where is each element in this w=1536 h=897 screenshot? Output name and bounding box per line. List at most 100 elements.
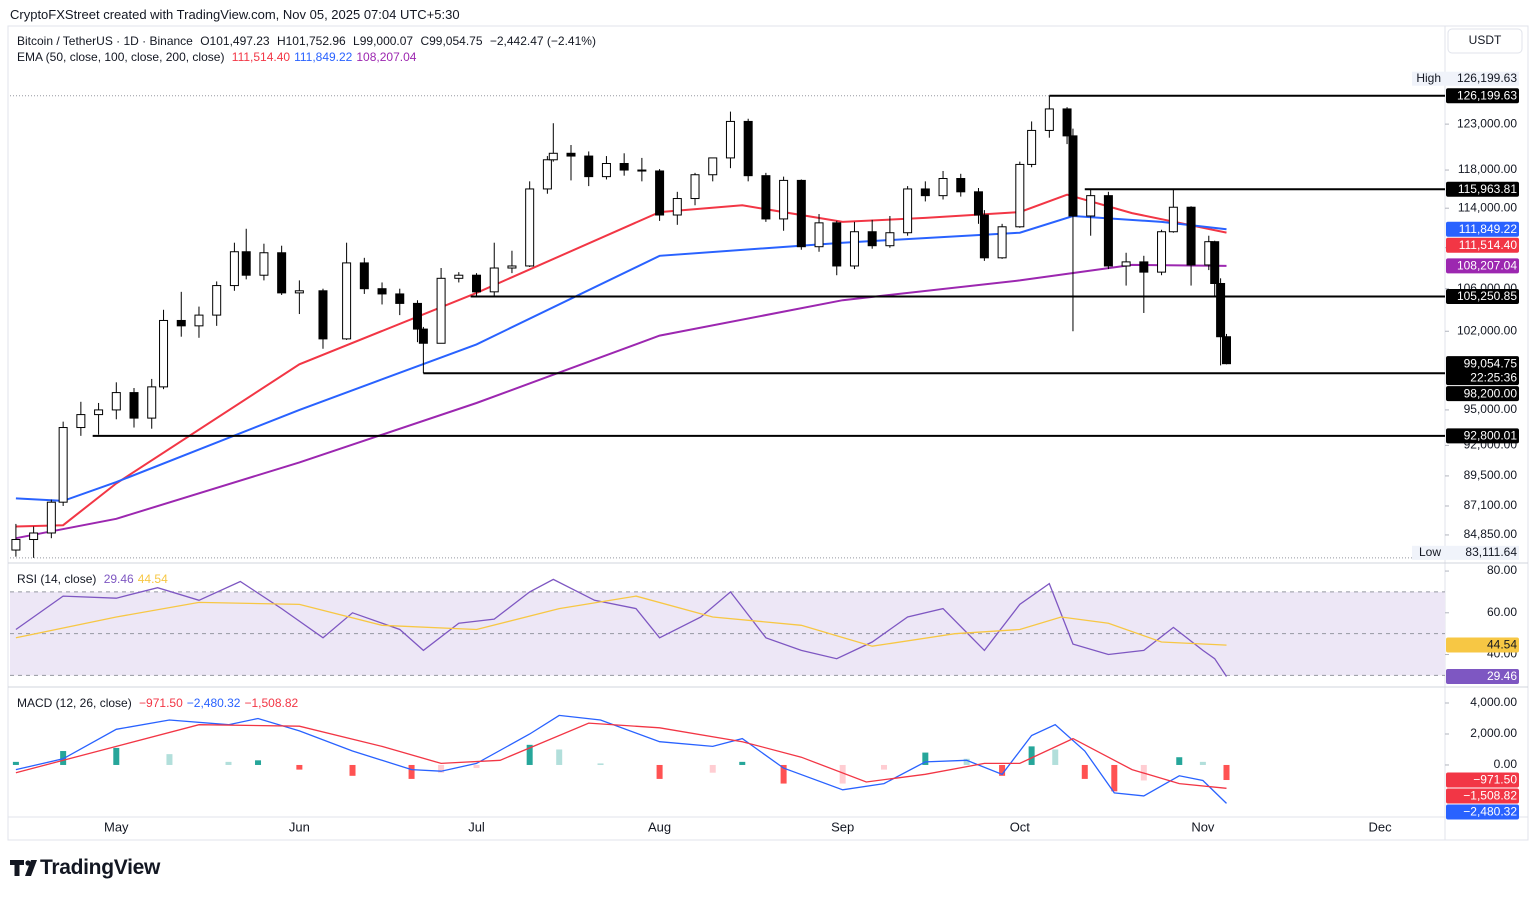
y-tick-label: 84,850.00 [1464,527,1518,541]
candle-body [11,539,21,551]
histogram-bar [839,764,846,784]
macd-value: −971.50 [139,696,183,710]
y-tick-label: 0.00 [1494,757,1518,771]
histogram-bar [880,764,887,770]
y-tick-label: 102,000.00 [1457,323,1517,337]
candle-body [1103,195,1113,267]
histogram-bar [113,747,120,765]
candle-body [1062,108,1072,137]
candle-body [542,159,552,190]
extreme-label: High [1416,71,1441,85]
candle-body [973,191,983,216]
histogram-bar [999,764,1006,776]
price-label-box [1446,788,1519,804]
histogram-bar [60,751,67,765]
y-tick-label: 89,500.00 [1464,468,1518,482]
y-tick-label: 118,000.00 [1458,162,1517,176]
histogram-bar [739,761,746,765]
price-label: 105,250.85 [1457,289,1517,303]
price-label-box [1446,88,1519,104]
candle-body [46,501,56,534]
ohlc-label: O [200,34,210,48]
candle-body [903,188,913,234]
rsi-legend: RSI (14, close) 29.46 44.54 [17,572,172,586]
histogram-bar [922,752,929,765]
histogram-bar [438,764,445,773]
candle-body [655,170,665,216]
ohlc-label: C [420,34,430,48]
histogram-bar [12,761,19,765]
candle-body [979,214,989,259]
candle-body [159,319,169,388]
ema-legend: EMA (50, close, 100, close, 200, close) … [17,50,420,64]
x-tick-label: Dec [1368,819,1392,834]
price-label-box [1446,181,1519,197]
histogram-bar [166,754,173,765]
candle-body [548,152,558,161]
candle-body [956,178,966,193]
candle-body [489,267,499,293]
candle-body [436,277,446,344]
price-label: 92,800.01 [1464,429,1518,443]
currency-box[interactable] [1447,28,1523,54]
change: −2,442.47 (−2.41%) [489,34,596,48]
histogram-bar [1028,746,1035,765]
price-label-box [1446,237,1519,253]
y-tick-label: 4,000.00 [1470,695,1517,709]
ema-value: 111,849.22 [294,50,353,64]
candle-body [229,251,239,287]
rsi-value: 29.46 [103,572,134,586]
extreme-box [1412,71,1519,86]
price-label-box [1446,637,1519,653]
macd-value: −2,480.32 [186,696,241,710]
candle-body [359,262,369,290]
candle-body [94,409,104,416]
candle-body [277,252,287,294]
logo-icon [10,860,37,876]
price-label: 98,200.00 [1464,386,1518,400]
candle-body [920,188,930,197]
candle-body [779,179,789,220]
indicator-name: RSI (14, close) [17,572,97,586]
price-label: −971.50 [1473,773,1517,787]
y-tick-label: 2,000.00 [1470,726,1517,740]
extreme-value: 83,111.64 [1465,545,1517,559]
macd-legend: MACD (12, 26, close) −971.50 −2,480.32 −1,… [17,696,302,710]
candle-body [147,386,157,419]
y-tick-label: 87,100.00 [1464,498,1518,512]
histogram-bar [780,764,787,784]
macd-line [15,714,1227,804]
candle-body [1027,129,1037,165]
histogram-bar [1199,761,1206,765]
candle-body [194,314,204,327]
candle-body [259,252,269,276]
candle-body [76,414,86,429]
candle-body [377,288,387,295]
logo: TradingView [40,856,161,879]
histogram-bar [296,764,303,770]
rsi-value: 44.54 [137,572,168,586]
histogram-bar [1176,757,1183,765]
candle-body [867,231,877,247]
y-tick-label: 95,000.00 [1464,402,1518,416]
ema-value: 111,514.40 [231,50,291,64]
currency[interactable]: USDT [1469,33,1502,47]
price-label-box [1446,386,1519,402]
price-label-box [1446,258,1519,274]
ohlc-label: L [353,34,360,48]
histogram-bar [526,744,533,765]
x-tick-label: Nov [1191,819,1215,834]
candle-body [395,293,405,304]
histogram-bar [709,764,716,773]
candle-body [619,162,629,171]
indicator-name: EMA (50, close, 100, close, 200, close) [17,50,225,64]
candle-body [814,222,824,248]
candle-body [294,290,304,294]
candle-body [1168,206,1178,233]
histogram-bar [408,764,415,779]
price-label-box [1446,772,1519,788]
candle-body [111,392,121,411]
candle-body [412,302,422,330]
price-label-box [1446,669,1519,685]
